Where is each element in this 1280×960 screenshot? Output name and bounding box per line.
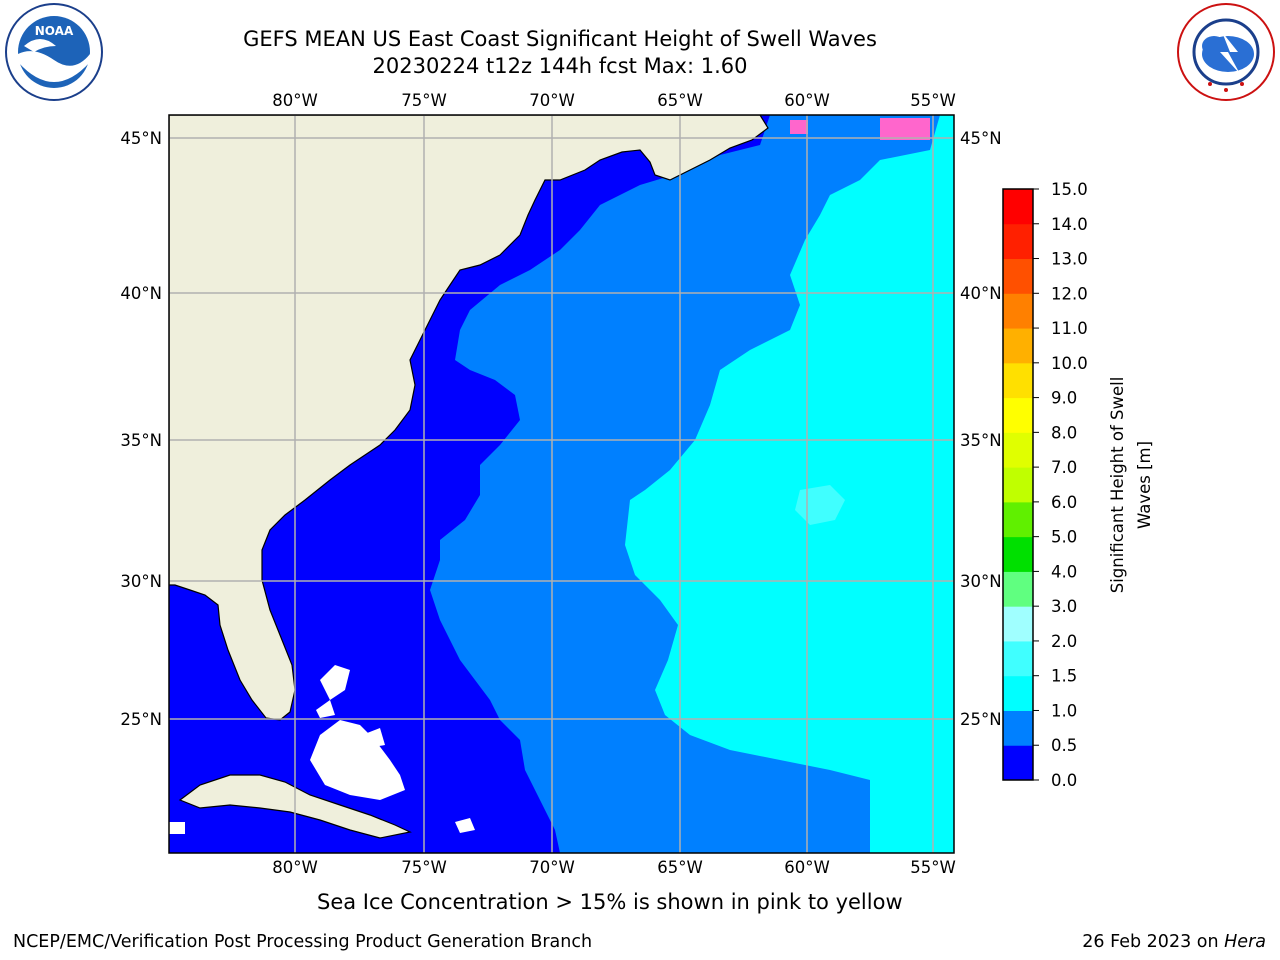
lon-label: 55°W [910, 858, 956, 877]
lon-label: 75°W [401, 858, 447, 877]
colorbar-swatch [1003, 328, 1033, 364]
colorbar-tick-label: 8.0 [1051, 423, 1077, 442]
colorbar-tick-label: 13.0 [1051, 250, 1088, 269]
lat-label: 45°N [960, 129, 1002, 148]
lat-labels-left: 45°N 40°N 35°N 30°N 25°N [120, 129, 162, 729]
colorbar-frame [1002, 188, 1034, 781]
colorbar-label-line2: Waves [m] [1135, 441, 1154, 529]
no-data-area-small-3 [362, 728, 385, 748]
lon-label: 65°W [657, 91, 703, 110]
colorbar-swatch [1003, 189, 1033, 225]
colorbar-swatch [1003, 397, 1033, 433]
lon-label: 80°W [272, 91, 318, 110]
lon-label: 80°W [272, 858, 318, 877]
colorbar-swatch [1003, 467, 1033, 503]
colorbar-tick-label: 11.0 [1051, 319, 1088, 338]
colorbar-swatch [1003, 606, 1033, 642]
map-area [169, 115, 954, 853]
lat-label: 25°N [960, 710, 1002, 729]
swell-band-1.0-1.5 [625, 115, 954, 853]
nws-logo [1177, 3, 1275, 101]
no-data-area-small-5 [455, 818, 475, 833]
footer-date-text: 26 Feb 2023 on [1082, 932, 1225, 952]
footer-producer: NCEP/EMC/Verification Post Processing Pr… [13, 932, 593, 952]
colorbar-swatch [1003, 571, 1033, 607]
noaa-logo: NOAA [5, 3, 103, 101]
lat-label: 35°N [120, 431, 162, 450]
lon-label: 65°W [657, 858, 703, 877]
colorbar-tick-label: 14.0 [1051, 215, 1088, 234]
colorbar-tick-label: 10.0 [1051, 354, 1088, 373]
noaa-logo-text: NOAA [35, 24, 74, 38]
lon-labels-top: 80°W 75°W 70°W 65°W 60°W 55°W [272, 91, 956, 110]
colorbar-tick-label: 15.0 [1051, 180, 1088, 199]
lat-label: 40°N [960, 284, 1002, 303]
colorbar-swatch [1003, 745, 1033, 781]
colorbar-swatch [1003, 640, 1033, 677]
colorbar-swatch [1003, 675, 1033, 711]
no-data-area-small-4 [169, 822, 185, 834]
colorbar-tick-label: 12.0 [1051, 284, 1088, 303]
colorbar-tick-label: 1.5 [1051, 667, 1077, 686]
sea-ice-patch [790, 120, 808, 134]
colorbar-tick-label: 7.0 [1051, 458, 1077, 477]
sea-ice-note: Sea Ice Concentration > 15% is shown in … [317, 890, 903, 914]
colorbar-swatch [1003, 432, 1033, 468]
colorbar-tick-label: 0.0 [1051, 771, 1077, 790]
lat-label: 35°N [960, 431, 1002, 450]
colorbar-tick-label: 4.0 [1051, 562, 1077, 581]
lon-label: 70°W [529, 858, 575, 877]
lon-label: 70°W [529, 91, 575, 110]
lon-label: 55°W [910, 91, 956, 110]
lat-label: 25°N [120, 710, 162, 729]
colorbar-tick-label: 0.5 [1051, 736, 1077, 755]
lon-label: 60°W [784, 91, 830, 110]
sea-ice-patch [880, 118, 930, 140]
lat-label: 40°N [120, 284, 162, 303]
colorbar-label-line1: Significant Height of Swell [1108, 377, 1127, 594]
lon-label: 60°W [784, 858, 830, 877]
map-title: GEFS MEAN US East Coast Significant Heig… [243, 27, 877, 51]
colorbar-tick-label: 6.0 [1051, 493, 1077, 512]
no-data-area-small-2 [316, 700, 335, 718]
no-data-area-small-1 [320, 665, 350, 700]
no-data-area-bahamas [310, 720, 405, 800]
map-frame [168, 114, 955, 854]
lat-label: 45°N [120, 129, 162, 148]
colorbar-swatch [1003, 293, 1033, 329]
lat-label: 30°N [120, 572, 162, 591]
map-forecast-info: 20230224 t12z 144h fcst Max: 1.60 [372, 54, 748, 78]
colorbar-swatch [1003, 258, 1033, 294]
lon-labels-bottom: 80°W 75°W 70°W 65°W 60°W 55°W [272, 858, 956, 877]
colorbar-swatch [1003, 223, 1033, 260]
colorbar-tick-label: 3.0 [1051, 597, 1077, 616]
footer-date: 26 Feb 2023 on Hera [1082, 932, 1266, 952]
colorbar-tick-label: 1.0 [1051, 701, 1077, 720]
lat-label: 30°N [960, 572, 1002, 591]
land-north-america [169, 115, 769, 721]
lon-label: 75°W [401, 91, 447, 110]
footer-machine: Hera [1224, 932, 1266, 952]
colorbar-tick-label: 9.0 [1051, 389, 1077, 408]
colorbar-swatch [1003, 362, 1033, 399]
colorbar-swatch [1003, 710, 1033, 746]
colorbar-swatch [1003, 536, 1033, 572]
colorbar-swatch [1003, 501, 1033, 538]
colorbar-tick-label: 2.0 [1051, 632, 1077, 651]
colorbar: 0.0 0.5 1.0 1.5 2.0 3.0 4.0 5.0 6.0 7.0 8.0 9.0 10.0… [1002, 180, 1088, 790]
lat-labels-right: 45°N 40°N 35°N 30°N 25°N [960, 129, 1002, 729]
colorbar-tick-label: 5.0 [1051, 528, 1077, 547]
graticule [169, 115, 954, 853]
